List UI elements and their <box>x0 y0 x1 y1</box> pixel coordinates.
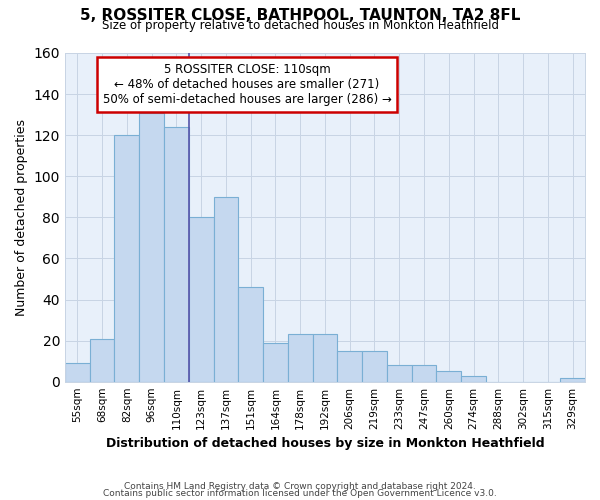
Bar <box>436 372 461 382</box>
Bar <box>89 338 115 382</box>
Text: Size of property relative to detached houses in Monkton Heathfield: Size of property relative to detached ho… <box>101 19 499 32</box>
Bar <box>313 334 337 382</box>
X-axis label: Distribution of detached houses by size in Monkton Heathfield: Distribution of detached houses by size … <box>106 437 544 450</box>
Bar <box>65 363 89 382</box>
Text: 5 ROSSITER CLOSE: 110sqm
← 48% of detached houses are smaller (271)
50% of semi-: 5 ROSSITER CLOSE: 110sqm ← 48% of detach… <box>103 63 391 106</box>
Bar <box>238 287 263 382</box>
Bar <box>387 365 412 382</box>
Bar <box>288 334 313 382</box>
Text: 5, ROSSITER CLOSE, BATHPOOL, TAUNTON, TA2 8FL: 5, ROSSITER CLOSE, BATHPOOL, TAUNTON, TA… <box>80 8 520 22</box>
Bar <box>164 127 189 382</box>
Bar <box>560 378 585 382</box>
Y-axis label: Number of detached properties: Number of detached properties <box>15 119 28 316</box>
Bar <box>362 351 387 382</box>
Bar <box>189 218 214 382</box>
Bar <box>337 351 362 382</box>
Bar <box>115 135 139 382</box>
Text: Contains public sector information licensed under the Open Government Licence v3: Contains public sector information licen… <box>103 489 497 498</box>
Bar <box>263 342 288 382</box>
Bar <box>214 197 238 382</box>
Bar <box>461 376 486 382</box>
Bar <box>412 365 436 382</box>
Bar <box>139 112 164 382</box>
Text: Contains HM Land Registry data © Crown copyright and database right 2024.: Contains HM Land Registry data © Crown c… <box>124 482 476 491</box>
